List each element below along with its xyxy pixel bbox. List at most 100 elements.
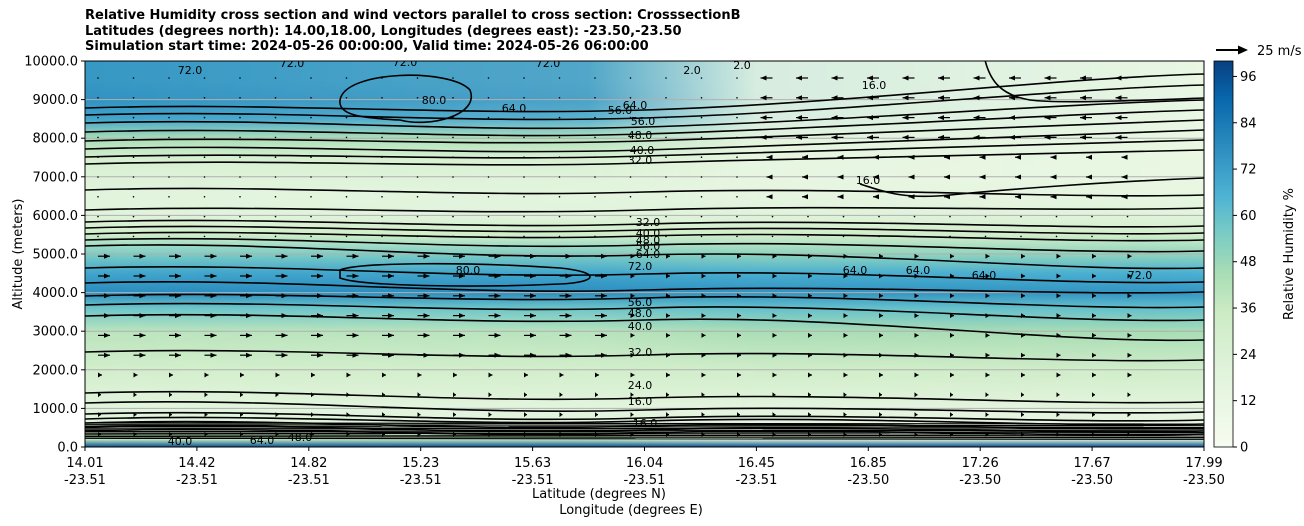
- title-line-3: Simulation start time: 2024-05-26 00:00:…: [85, 39, 649, 54]
- contour-line: [85, 437, 1204, 440]
- wind-vector-head: [979, 154, 986, 160]
- contour-line: [85, 434, 1204, 437]
- wind-vector: [558, 215, 561, 218]
- wind-vector-head: [737, 253, 741, 259]
- wind-vector-head: [1127, 392, 1131, 398]
- contour-label: 48.0: [628, 129, 653, 142]
- wind-vector-head: [246, 253, 252, 259]
- wind-vector-head: [175, 273, 181, 279]
- wind-vector-head: [210, 293, 217, 299]
- x-tick-label-lat: 16.45: [738, 456, 775, 471]
- contour-line: [85, 429, 1204, 432]
- wind-vector-head: [1115, 75, 1122, 81]
- wind-vector-head: [346, 372, 351, 378]
- wind-vector-head: [950, 293, 954, 299]
- wind-vector: [629, 77, 632, 79]
- wind-vector-head: [494, 332, 501, 338]
- wind-vector-head: [104, 332, 110, 338]
- contour-label: 16.0: [862, 79, 887, 92]
- wind-vector: [700, 235, 703, 238]
- wind-vector: [168, 77, 170, 79]
- wind-vector-head: [1044, 115, 1051, 121]
- wind-vector-head: [737, 293, 741, 299]
- wind-vector-head: [630, 372, 635, 378]
- wind-vector-head: [630, 293, 635, 299]
- wind-vector-head: [772, 313, 777, 319]
- contour-label: 2.0: [733, 59, 751, 72]
- contour-line: [339, 262, 591, 287]
- wind-vector-head: [281, 273, 288, 279]
- contour-label: 40.0: [168, 435, 193, 448]
- contour-label: 56.0: [628, 296, 653, 309]
- wind-vector-head: [565, 352, 572, 358]
- wind-vector-head: [352, 293, 359, 299]
- wind-vector: [203, 156, 206, 158]
- wind-vector-head: [459, 332, 465, 338]
- x-tick-label-lat: 14.82: [290, 456, 327, 471]
- wind-vector: [487, 196, 490, 198]
- wind-vector-head: [914, 332, 919, 338]
- wind-vector: [736, 77, 738, 79]
- wind-vector-head: [494, 253, 501, 259]
- y-tick-label: 2000.0: [33, 363, 79, 378]
- contour-line: [85, 411, 1204, 422]
- x-axis-label-lon: Longitude (degrees E): [559, 503, 703, 518]
- wind-vector-head: [281, 313, 288, 319]
- wind-vector-head: [902, 95, 909, 101]
- wind-vector-head: [843, 273, 848, 279]
- x-tick-label-lon: -23.51: [400, 473, 442, 488]
- wind-vector-head: [944, 154, 950, 160]
- x-tick-label-lat: 17.67: [1073, 456, 1110, 471]
- wind-vector-head: [601, 332, 607, 338]
- wind-vector-head: [902, 75, 909, 81]
- wind-vector-head: [601, 352, 607, 358]
- wind-vector-head: [139, 273, 146, 279]
- wind-vector-head: [317, 273, 323, 279]
- wind-vector-head: [494, 313, 501, 319]
- wind-vector-head: [1015, 174, 1021, 180]
- wind-vector: [132, 176, 135, 178]
- contour-label: 64.0: [636, 248, 661, 261]
- wind-vector: [629, 215, 632, 218]
- wind-vector-head: [1056, 273, 1061, 279]
- wind-vector-head: [317, 293, 323, 299]
- wind-vector-head: [985, 392, 989, 398]
- wind-vector-head: [530, 293, 536, 299]
- wind-vector-head: [1009, 95, 1015, 101]
- wind-vector-head: [104, 273, 110, 279]
- wind-vector-head: [210, 253, 217, 259]
- wind-vector-head: [985, 313, 990, 319]
- wind-vector: [203, 176, 206, 178]
- wind-vector: [594, 176, 596, 178]
- wind-vector: [416, 136, 419, 139]
- wind-vector-head: [1015, 194, 1021, 200]
- wind-vector: [594, 235, 596, 238]
- wind-vector: [558, 97, 561, 99]
- wind-vector-head: [530, 352, 536, 358]
- wind-vector: [310, 116, 312, 119]
- wind-vector-head: [104, 253, 110, 259]
- wind-vector-head: [459, 352, 465, 358]
- wind-vector-head: [630, 332, 635, 338]
- wind-vector: [97, 215, 99, 218]
- wind-vector-head: [772, 431, 776, 437]
- x-tick-label-lon: -23.50: [959, 473, 1001, 488]
- wind-vector-head: [630, 431, 634, 437]
- x-tick-label-lon: -23.51: [735, 473, 777, 488]
- wind-vector-head: [281, 332, 288, 338]
- wind-vector: [239, 215, 241, 218]
- wind-vector-head: [701, 352, 706, 358]
- y-axis: 0.0 1000.0 2000.0 3000.0 4000.0 5000.0 6000.0 7…: [24, 55, 85, 456]
- wind-vector-head: [423, 332, 430, 338]
- contour-label: 72.0: [393, 56, 418, 69]
- wind-vector-head: [1115, 115, 1122, 121]
- wind-vector-head: [701, 332, 706, 338]
- wind-vector-head: [210, 352, 217, 358]
- contour-line: [85, 231, 1204, 242]
- wind-vector-head: [772, 372, 777, 378]
- wind-vector-head: [1121, 174, 1128, 180]
- wind-vector-head: [772, 392, 776, 398]
- contour-label: 64.0: [502, 102, 527, 115]
- wind-vector: [665, 116, 667, 119]
- wind-vector: [913, 235, 916, 238]
